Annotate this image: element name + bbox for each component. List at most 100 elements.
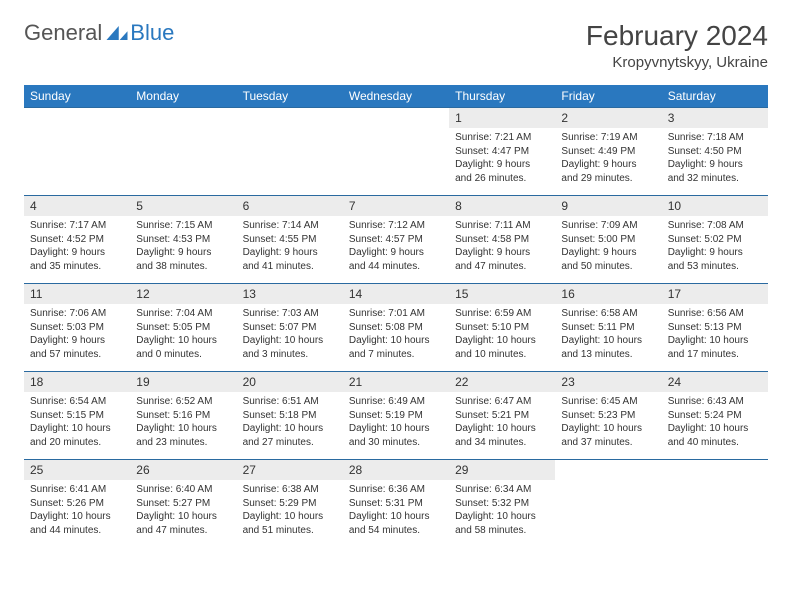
calendar-cell: 13Sunrise: 7:03 AMSunset: 5:07 PMDayligh… xyxy=(237,284,343,372)
daylight-line: Daylight: 10 hours and 7 minutes. xyxy=(349,334,443,361)
day-details: Sunrise: 6:45 AMSunset: 5:23 PMDaylight:… xyxy=(555,392,661,459)
sunrise-line: Sunrise: 6:34 AM xyxy=(455,483,549,497)
day-details: Sunrise: 6:52 AMSunset: 5:16 PMDaylight:… xyxy=(130,392,236,459)
header: General Blue February 2024 Kropyvnytskyy… xyxy=(24,20,768,71)
logo-text-general: General xyxy=(24,20,102,46)
day-number: 21 xyxy=(343,372,449,392)
sunset-line: Sunset: 5:32 PM xyxy=(455,497,549,511)
day-number: 27 xyxy=(237,460,343,480)
calendar-cell: 9Sunrise: 7:09 AMSunset: 5:00 PMDaylight… xyxy=(555,196,661,284)
calendar-cell: 2Sunrise: 7:19 AMSunset: 4:49 PMDaylight… xyxy=(555,108,661,196)
calendar-week: 11Sunrise: 7:06 AMSunset: 5:03 PMDayligh… xyxy=(24,284,768,372)
daylight-line: Daylight: 10 hours and 0 minutes. xyxy=(136,334,230,361)
daylight-line: Daylight: 9 hours and 53 minutes. xyxy=(668,246,762,273)
sunset-line: Sunset: 5:08 PM xyxy=(349,321,443,335)
sunrise-line: Sunrise: 7:03 AM xyxy=(243,307,337,321)
sunset-line: Sunset: 5:19 PM xyxy=(349,409,443,423)
sunset-line: Sunset: 5:00 PM xyxy=(561,233,655,247)
calendar-cell: 17 Sunrise: 6:56 AMSunset: 5:13 PMDayligh… xyxy=(662,284,768,372)
sunset-line: Sunset: 4:52 PM xyxy=(30,233,124,247)
calendar-cell: 29Sunrise: 6:34 AMSunset: 5:32 PMDayligh… xyxy=(449,460,555,548)
calendar-cell: 21Sunrise: 6:49 AMSunset: 5:19 PMDayligh… xyxy=(343,372,449,460)
calendar-cell: .. xyxy=(237,108,343,196)
day-details: Sunrise: 6:47 AMSunset: 5:21 PMDaylight:… xyxy=(449,392,555,459)
daylight-line: Daylight: 10 hours and 20 minutes. xyxy=(30,422,124,449)
calendar-cell: .. xyxy=(662,460,768,548)
day-details: Sunrise: 6:40 AMSunset: 5:27 PMDaylight:… xyxy=(130,480,236,547)
sunrise-line: Sunrise: 6:59 AM xyxy=(455,307,549,321)
dow-friday: Friday xyxy=(555,85,661,108)
dow-row: Sunday Monday Tuesday Wednesday Thursday… xyxy=(24,85,768,108)
sunrise-line: Sunrise: 6:38 AM xyxy=(243,483,337,497)
calendar-cell: 25Sunrise: 6:41 AMSunset: 5:26 PMDayligh… xyxy=(24,460,130,548)
sunset-line: Sunset: 5:18 PM xyxy=(243,409,337,423)
dow-monday: Monday xyxy=(130,85,236,108)
calendar-cell: 1Sunrise: 7:21 AMSunset: 4:47 PMDaylight… xyxy=(449,108,555,196)
day-number: 9 xyxy=(555,196,661,216)
day-details: Sunrise: 7:18 AMSunset: 4:50 PMDaylight:… xyxy=(662,128,768,195)
calendar-table: Sunday Monday Tuesday Wednesday Thursday… xyxy=(24,85,768,547)
day-number: 29 xyxy=(449,460,555,480)
sunrise-line: Sunrise: 6:54 AM xyxy=(30,395,124,409)
day-number: 10 xyxy=(662,196,768,216)
daylight-line: Daylight: 9 hours and 50 minutes. xyxy=(561,246,655,273)
calendar-cell: 28Sunrise: 6:36 AMSunset: 5:31 PMDayligh… xyxy=(343,460,449,548)
daylight-line: Daylight: 9 hours and 47 minutes. xyxy=(455,246,549,273)
calendar-week: ........1Sunrise: 7:21 AMSunset: 4:47 PM… xyxy=(24,108,768,196)
calendar-cell: 5Sunrise: 7:15 AMSunset: 4:53 PMDaylight… xyxy=(130,196,236,284)
logo: General Blue xyxy=(24,20,174,46)
calendar-week: 18Sunrise: 6:54 AMSunset: 5:15 PMDayligh… xyxy=(24,372,768,460)
day-number: 11 xyxy=(24,284,130,304)
daylight-line: Daylight: 9 hours and 41 minutes. xyxy=(243,246,337,273)
daylight-line: Daylight: 10 hours and 23 minutes. xyxy=(136,422,230,449)
day-number: 14 xyxy=(343,284,449,304)
day-details: Sunrise: 6:34 AMSunset: 5:32 PMDaylight:… xyxy=(449,480,555,547)
sunset-line: Sunset: 5:13 PM xyxy=(668,321,762,335)
calendar-cell: 15Sunrise: 6:59 AMSunset: 5:10 PMDayligh… xyxy=(449,284,555,372)
day-number: 3 xyxy=(662,108,768,128)
daylight-line: Daylight: 10 hours and 17 minutes. xyxy=(668,334,762,361)
sunrise-line: Sunrise: 6:51 AM xyxy=(243,395,337,409)
calendar-cell: 11Sunrise: 7:06 AMSunset: 5:03 PMDayligh… xyxy=(24,284,130,372)
sunrise-line: Sunrise: 7:17 AM xyxy=(30,219,124,233)
sunset-line: Sunset: 5:24 PM xyxy=(668,409,762,423)
day-details: Sunrise: 7:04 AMSunset: 5:05 PMDaylight:… xyxy=(130,304,236,371)
day-details: Sunrise: 6:58 AMSunset: 5:11 PMDaylight:… xyxy=(555,304,661,371)
sunset-line: Sunset: 5:03 PM xyxy=(30,321,124,335)
daylight-line: Daylight: 9 hours and 26 minutes. xyxy=(455,158,549,185)
day-details: Sunrise: 7:03 AMSunset: 5:07 PMDaylight:… xyxy=(237,304,343,371)
calendar-cell: .. xyxy=(555,460,661,548)
calendar-cell: .. xyxy=(130,108,236,196)
day-details: Sunrise: 7:19 AMSunset: 4:49 PMDaylight:… xyxy=(555,128,661,195)
day-number: 5 xyxy=(130,196,236,216)
dow-wednesday: Wednesday xyxy=(343,85,449,108)
day-details: Sunrise: 6:36 AMSunset: 5:31 PMDaylight:… xyxy=(343,480,449,547)
day-number: 17 xyxy=(662,284,768,304)
calendar-week: 25Sunrise: 6:41 AMSunset: 5:26 PMDayligh… xyxy=(24,460,768,548)
sunrise-line: Sunrise: 7:14 AM xyxy=(243,219,337,233)
sunrise-line: Sunrise: 6:56 AM xyxy=(668,307,762,321)
day-details: Sunrise: 6:59 AMSunset: 5:10 PMDaylight:… xyxy=(449,304,555,371)
title-block: February 2024 Kropyvnytskyy, Ukraine xyxy=(586,20,768,71)
sunset-line: Sunset: 5:26 PM xyxy=(30,497,124,511)
calendar-cell: 7Sunrise: 7:12 AMSunset: 4:57 PMDaylight… xyxy=(343,196,449,284)
day-number: 28 xyxy=(343,460,449,480)
logo-text-blue: Blue xyxy=(130,20,174,46)
calendar-cell: 6Sunrise: 7:14 AMSunset: 4:55 PMDaylight… xyxy=(237,196,343,284)
day-details: Sunrise: 7:15 AMSunset: 4:53 PMDaylight:… xyxy=(130,216,236,283)
sunset-line: Sunset: 4:49 PM xyxy=(561,145,655,159)
day-details: Sunrise: 7:06 AMSunset: 5:03 PMDaylight:… xyxy=(24,304,130,371)
sunset-line: Sunset: 4:47 PM xyxy=(455,145,549,159)
day-details: Sunrise: 7:08 AMSunset: 5:02 PMDaylight:… xyxy=(662,216,768,283)
dow-saturday: Saturday xyxy=(662,85,768,108)
day-details: Sunrise: 6:41 AMSunset: 5:26 PMDaylight:… xyxy=(24,480,130,547)
daylight-line: Daylight: 9 hours and 29 minutes. xyxy=(561,158,655,185)
daylight-line: Daylight: 10 hours and 27 minutes. xyxy=(243,422,337,449)
day-number: 25 xyxy=(24,460,130,480)
month-title: February 2024 xyxy=(586,20,768,52)
sunrise-line: Sunrise: 6:49 AM xyxy=(349,395,443,409)
sunrise-line: Sunrise: 6:58 AM xyxy=(561,307,655,321)
calendar-cell: 10Sunrise: 7:08 AMSunset: 5:02 PMDayligh… xyxy=(662,196,768,284)
sunset-line: Sunset: 5:23 PM xyxy=(561,409,655,423)
day-number: 16 xyxy=(555,284,661,304)
